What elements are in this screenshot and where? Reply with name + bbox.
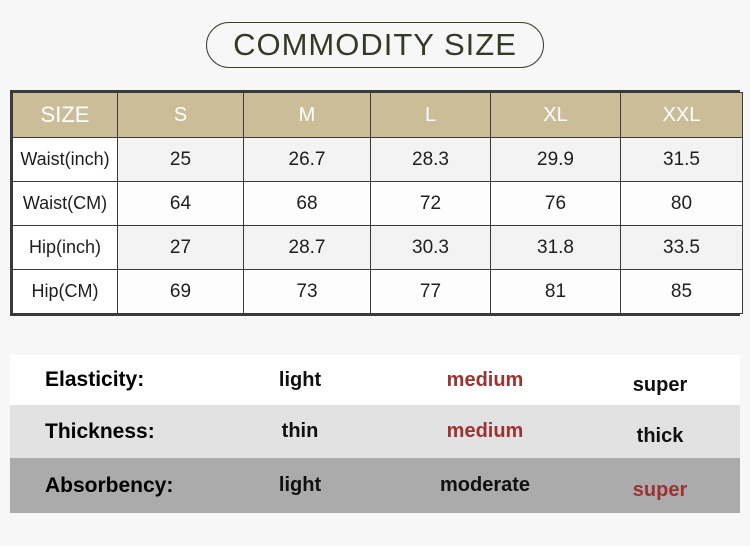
cell-hip-cm-xl: 81: [490, 269, 621, 314]
column-header-s: S: [117, 92, 244, 138]
cell-hip-inch-xl: 31.8: [490, 225, 621, 270]
column-header-l: L: [370, 92, 491, 138]
size-table-container: SIZE S M L XL XXL Waist(inch) 25 26.7 28…: [10, 90, 743, 316]
cell-hip-inch-l: 30.3: [370, 225, 491, 270]
cell-waist-cm-xl: 76: [490, 181, 621, 226]
attribute-label-absorbency: Absorbency:: [45, 473, 174, 497]
elasticity-value-super: super: [632, 373, 688, 396]
cell-waist-inch-l: 28.3: [370, 137, 491, 182]
column-header-xl: XL: [490, 92, 621, 138]
cell-hip-cm-m: 73: [243, 269, 371, 314]
row-label-waist-cm: Waist(CM): [12, 181, 118, 226]
cell-waist-inch-xxl: 31.5: [620, 137, 743, 182]
column-header-m: M: [243, 92, 371, 138]
attribute-label-thickness: Thickness:: [45, 419, 155, 443]
cell-waist-cm-s: 64: [117, 181, 244, 226]
cell-waist-inch-xl: 29.9: [490, 137, 621, 182]
table-row-hip-cm: Hip(CM) 69 73 77 81 85: [12, 269, 743, 314]
cell-hip-inch-xxl: 33.5: [620, 225, 743, 270]
size-table: SIZE S M L XL XXL Waist(inch) 25 26.7 28…: [12, 92, 743, 314]
row-label-hip-inch: Hip(inch): [12, 225, 118, 270]
elasticity-value-light: light: [278, 368, 322, 391]
cell-hip-inch-m: 28.7: [243, 225, 371, 270]
table-row-hip-inch: Hip(inch) 27 28.7 30.3 31.8 33.5: [12, 225, 743, 270]
attribute-row-thickness: Thickness: thin medium thick: [10, 405, 740, 458]
column-header-size: SIZE: [12, 92, 118, 138]
cell-hip-cm-s: 69: [117, 269, 244, 314]
row-label-waist-inch: Waist(inch): [12, 137, 118, 182]
attribute-row-elasticity: Elasticity: light medium super: [10, 355, 740, 405]
column-header-xxl: XXL: [620, 92, 743, 138]
absorbency-value-super-selected: super: [632, 479, 688, 501]
elasticity-value-medium-selected: medium: [446, 368, 524, 391]
attribute-row-absorbency: Absorbency: light moderate super: [10, 458, 740, 513]
cell-waist-cm-xxl: 80: [620, 181, 743, 226]
commodity-size-title: COMMODITY SIZE: [206, 22, 544, 68]
thickness-value-thick: thick: [636, 425, 684, 447]
table-row-waist-cm: Waist(CM) 64 68 72 76 80: [12, 181, 743, 226]
absorbency-value-moderate: moderate: [439, 474, 531, 496]
attribute-label-elasticity: Elasticity:: [45, 368, 145, 391]
cell-hip-inch-s: 27: [117, 225, 244, 270]
row-label-hip-cm: Hip(CM): [12, 269, 118, 314]
cell-hip-cm-xxl: 85: [620, 269, 743, 314]
cell-waist-cm-l: 72: [370, 181, 491, 226]
page-title: COMMODITY SIZE: [233, 27, 517, 62]
thickness-value-thin: thin: [281, 420, 319, 442]
cell-waist-inch-s: 25: [117, 137, 244, 182]
cell-hip-cm-l: 77: [370, 269, 491, 314]
thickness-value-medium-selected: medium: [446, 420, 524, 442]
size-table-header-row: SIZE S M L XL XXL: [12, 92, 743, 138]
cell-waist-inch-m: 26.7: [243, 137, 371, 182]
absorbency-value-light: light: [278, 474, 322, 496]
table-row-waist-inch: Waist(inch) 25 26.7 28.3 29.9 31.5: [12, 137, 743, 182]
cell-waist-cm-m: 68: [243, 181, 371, 226]
